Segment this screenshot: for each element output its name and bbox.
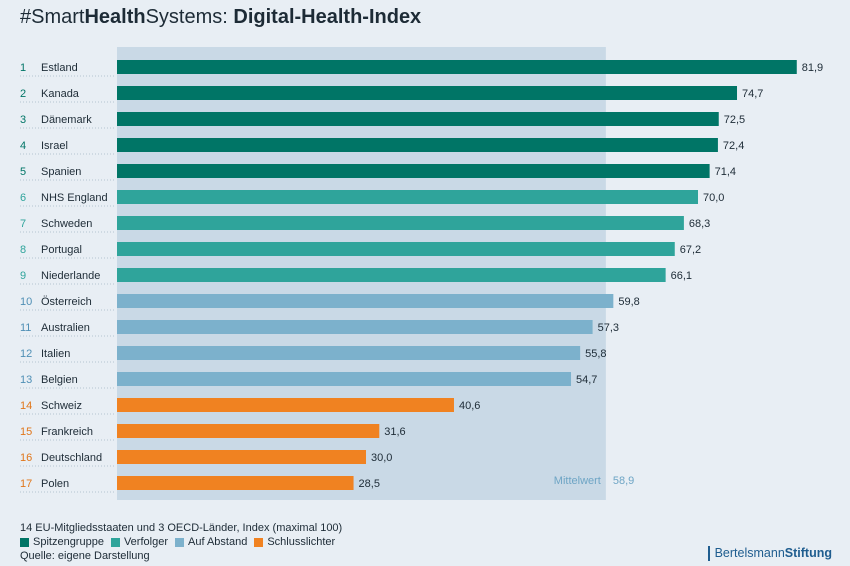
bar: [117, 320, 593, 334]
value-label: 31,6: [384, 426, 405, 438]
bar: [117, 138, 718, 152]
category-label: Dänemark: [41, 114, 92, 126]
bar: [117, 424, 380, 438]
rank-label: 1: [20, 62, 26, 74]
legend-swatch: [254, 537, 264, 547]
footer-note: 14 EU-Mitgliedsstaaten und 3 OECD-Länder…: [20, 522, 343, 534]
brand-logo: BertelsmannStiftung: [707, 546, 832, 561]
value-label: 71,4: [715, 166, 736, 178]
legend-swatch: [20, 537, 29, 547]
rank-label: 10: [20, 296, 32, 308]
legend-item: Auf Abstand: [174, 535, 248, 549]
legend-swatch: [110, 537, 120, 547]
value-label: 54,7: [576, 374, 597, 386]
value-label: 28,5: [359, 478, 380, 490]
bar: [117, 190, 698, 204]
legend-label: Schlusslichter: [267, 536, 336, 548]
bar: [117, 60, 797, 74]
legend-label: Spitzengruppe: [33, 536, 104, 548]
category-label: Schweden: [41, 218, 92, 230]
category-label: NHS England: [41, 192, 108, 204]
brand-part1: Bertelsmann: [714, 546, 785, 560]
bar: [117, 216, 684, 230]
brand-part2: Stiftung: [784, 546, 832, 560]
value-label: 55,8: [585, 348, 606, 360]
category-label: Italien: [41, 348, 70, 360]
legend-item: Spitzengruppe: [20, 535, 104, 549]
bar: [117, 398, 454, 412]
mean-label: Mittelwert: [554, 475, 601, 487]
title-bold-index: Digital-Health-Index: [233, 6, 422, 28]
rank-label: 4: [20, 140, 26, 152]
value-label: 74,7: [742, 88, 763, 100]
rank-label: 3: [20, 114, 26, 126]
category-label: Estland: [41, 62, 78, 74]
category-label: Kanada: [41, 88, 80, 100]
bar: [117, 346, 581, 360]
bar: [117, 164, 710, 178]
category-label: Spanien: [41, 166, 81, 178]
value-label: 72,5: [724, 114, 745, 126]
value-label: 66,1: [671, 270, 692, 282]
rank-label: 12: [20, 348, 32, 360]
category-label: Österreich: [41, 296, 92, 308]
rank-label: 9: [20, 270, 26, 282]
rank-label: 6: [20, 192, 26, 204]
value-label: 59,8: [618, 296, 639, 308]
rank-label: 8: [20, 244, 26, 256]
value-label: 81,9: [802, 62, 823, 74]
rank-label: 13: [20, 374, 32, 386]
category-label: Schweiz: [41, 400, 82, 412]
value-label: 70,0: [703, 192, 724, 204]
title-bold-health: Health: [84, 6, 146, 28]
footer-source: Quelle: eigene Darstellung: [20, 550, 150, 562]
rank-label: 11: [20, 322, 31, 334]
bar: [117, 294, 614, 308]
legend-item: Verfolger: [110, 535, 168, 549]
rank-label: 2: [20, 88, 26, 100]
category-label: Polen: [41, 478, 69, 490]
bar: [117, 112, 719, 126]
value-label: 67,2: [680, 244, 701, 256]
category-label: Belgien: [41, 374, 78, 386]
bar: [117, 268, 666, 282]
value-label: 40,6: [459, 400, 480, 412]
rank-label: 16: [20, 452, 32, 464]
category-label: Australien: [41, 322, 90, 334]
mean-value: 58,9: [613, 475, 634, 487]
value-label: 72,4: [723, 140, 744, 152]
value-label: 68,3: [689, 218, 710, 230]
chart-title: #SmartHealthSystems: Digital-Health-Inde…: [20, 6, 421, 29]
chart-footer: 14 EU-Mitgliedsstaaten und 3 OECD-Länder…: [20, 521, 342, 563]
category-label: Niederlande: [41, 270, 100, 282]
rank-label: 15: [20, 426, 32, 438]
value-label: 57,3: [598, 322, 619, 334]
rank-label: 14: [20, 400, 32, 412]
legend-item: Schlusslichter: [254, 535, 335, 549]
value-label: 30,0: [371, 452, 392, 464]
legend-label: Verfolger: [123, 536, 168, 548]
legend: Spitzengruppe Verfolger Auf Abstand Schluss…: [20, 535, 342, 549]
legend-label: Auf Abstand: [187, 536, 248, 548]
legend-swatch: [174, 537, 184, 547]
rank-label: 5: [20, 166, 26, 178]
title-middle: Systems:: [145, 6, 234, 28]
rank-label: 17: [20, 478, 32, 490]
title-prefix: #Smart: [20, 6, 85, 28]
rank-label: 7: [20, 218, 26, 230]
bar: [117, 476, 354, 490]
bar: [117, 86, 738, 100]
bar: [117, 372, 572, 386]
category-label: Frankreich: [41, 426, 93, 438]
bar: [117, 242, 675, 256]
bar: [117, 450, 366, 464]
category-label: Deutschland: [41, 452, 102, 464]
category-label: Portugal: [41, 244, 82, 256]
category-label: Israel: [41, 140, 68, 152]
